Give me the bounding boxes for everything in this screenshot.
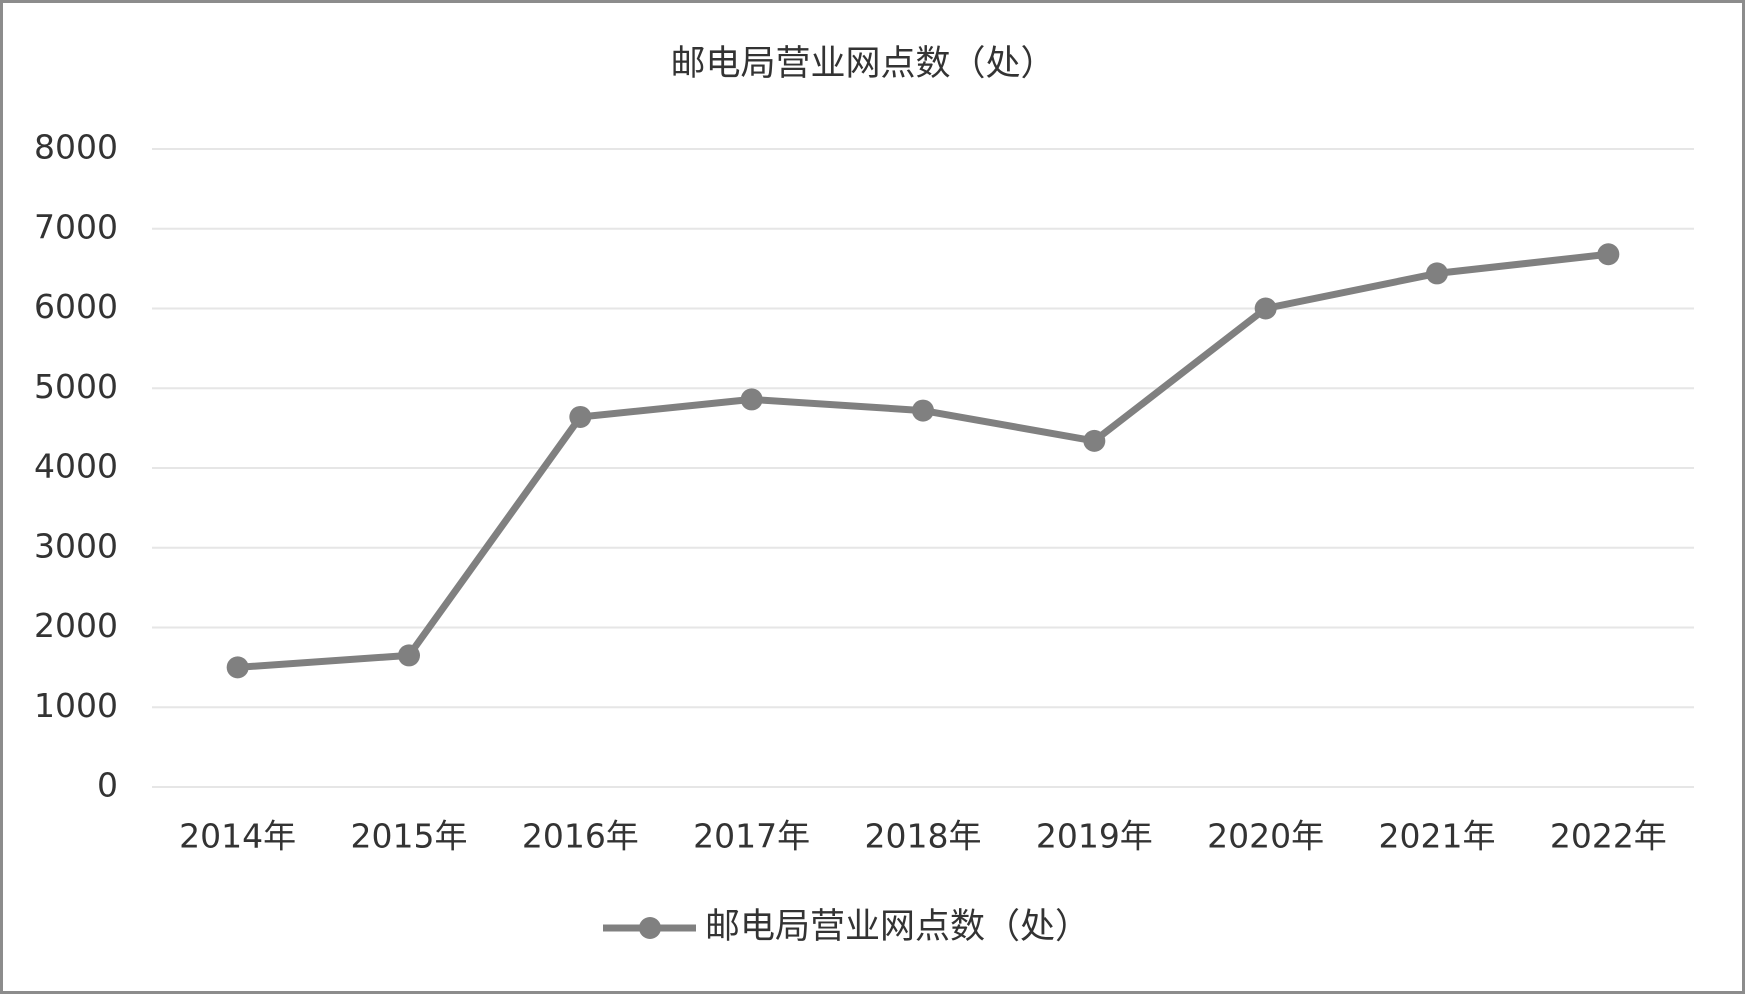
y-tick-label: 3000 xyxy=(34,526,118,565)
x-tick-label: 2022年 xyxy=(1550,817,1667,856)
y-tick-label: 8000 xyxy=(34,128,118,167)
data-point xyxy=(569,405,592,428)
x-tick-label: 2019年 xyxy=(1036,817,1153,856)
x-tick-label: 2020年 xyxy=(1207,817,1324,856)
data-point xyxy=(1426,262,1448,285)
y-tick-label: 6000 xyxy=(34,287,118,326)
chart-title: 邮电局营业网点数（处） xyxy=(670,44,1055,84)
data-point xyxy=(226,656,249,679)
x-tick-label: 2017年 xyxy=(693,817,810,856)
legend-marker xyxy=(639,917,661,939)
y-tick-label: 1000 xyxy=(34,686,118,725)
x-tick-label: 2014年 xyxy=(179,817,296,856)
x-tick-label: 2015年 xyxy=(351,817,468,856)
y-tick-label: 2000 xyxy=(34,606,118,645)
y-tick-label: 7000 xyxy=(34,207,118,246)
x-tick-label: 2021年 xyxy=(1379,817,1496,856)
data-point xyxy=(398,644,420,667)
y-tick-label: 0 xyxy=(97,766,118,805)
data-point xyxy=(912,399,934,422)
data-point xyxy=(1254,297,1277,320)
data-point xyxy=(1083,429,1106,452)
x-tick-label: 2016年 xyxy=(522,817,639,856)
y-tick-label: 5000 xyxy=(34,367,118,406)
legend-label: 邮电局营业网点数（处） xyxy=(705,907,1090,947)
x-tick-label: 2018年 xyxy=(865,817,982,856)
y-tick-label: 4000 xyxy=(34,447,118,486)
data-point xyxy=(1597,243,1620,266)
data-point xyxy=(740,388,763,411)
